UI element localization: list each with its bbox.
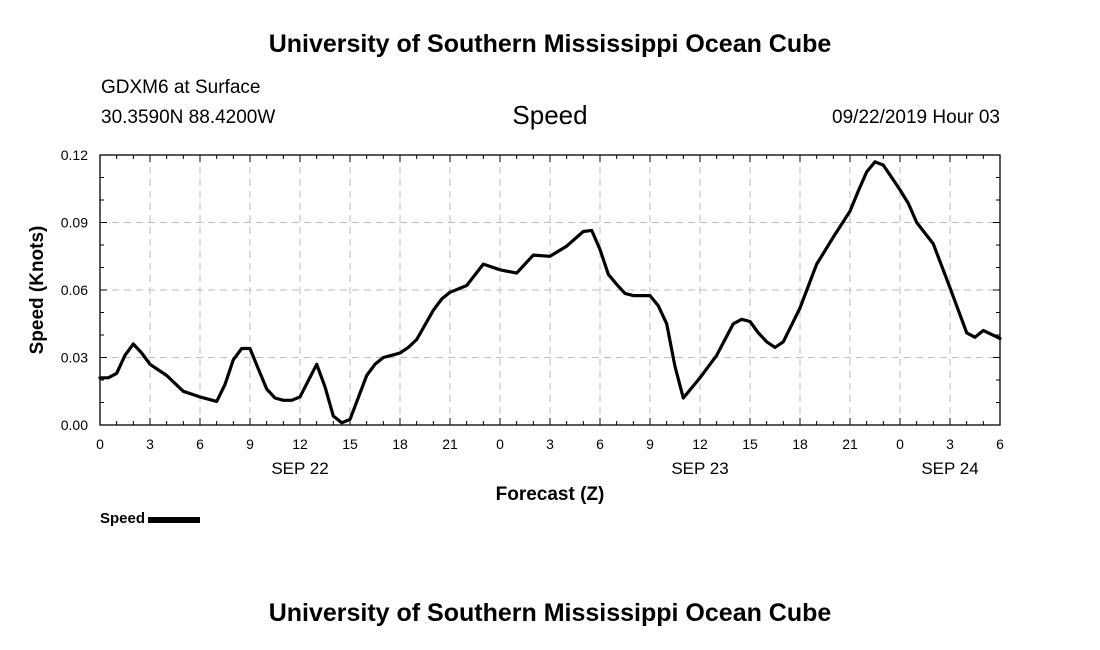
page-title: University of Southern Mississippi Ocean…	[268, 30, 832, 58]
date-label-1: SEP 23	[671, 459, 728, 478]
x-tick-label-18: 6	[996, 436, 1004, 452]
footer-title: University of Southern Mississippi Ocean…	[268, 599, 832, 627]
legend-line-swatch	[148, 517, 201, 523]
x-tick-label-3: 9	[246, 436, 254, 452]
forecast-datetime: 09/22/2019 Hour 03	[832, 107, 1000, 128]
x-tick-label-14: 18	[792, 436, 808, 452]
station-name: GDXM6 at Surface	[101, 77, 261, 98]
x-tick-label-12: 12	[692, 436, 708, 452]
tick-labels: 0 3 6 9 12 15 18 21 0 3 6 9 12 15 18 21 0 3 6 0.00 0.03 0.06 0…	[61, 147, 1004, 478]
x-tick-label-7: 21	[442, 436, 458, 452]
y-tick-label-3: 0.09	[61, 215, 88, 231]
y-tick-label-2: 0.06	[61, 282, 88, 298]
series-line-speed	[98, 160, 1002, 425]
x-tick-label-10: 6	[596, 436, 604, 452]
x-tick-label-13: 15	[742, 436, 758, 452]
x-tick-label-1: 3	[146, 436, 154, 452]
series-layer	[98, 160, 1002, 425]
station-coordinates: 30.3590N 88.4200W	[101, 107, 276, 128]
x-tick-label-2: 6	[196, 436, 204, 452]
chart-title: Speed	[512, 100, 588, 130]
y-tick-label-0: 0.00	[61, 417, 88, 433]
x-tick-label-9: 3	[546, 436, 554, 452]
y-axis-label: Speed (Knots)	[27, 226, 48, 355]
x-tick-label-11: 9	[646, 436, 654, 452]
x-tick-label-5: 15	[342, 436, 358, 452]
y-tick-label-4: 0.12	[61, 147, 88, 163]
date-label-2: SEP 24	[921, 459, 978, 478]
x-tick-label-16: 0	[896, 436, 904, 452]
date-label-0: SEP 22	[271, 459, 328, 478]
x-tick-label-6: 18	[392, 436, 408, 452]
x-tick-label-8: 0	[496, 436, 504, 452]
x-tick-label-17: 3	[946, 436, 954, 452]
x-axis-label: Forecast (Z)	[496, 484, 605, 505]
legend-label: Speed	[100, 510, 146, 527]
legend: Speed	[100, 510, 201, 527]
x-tick-label-15: 21	[842, 436, 858, 452]
tick-marks	[99, 154, 1001, 426]
y-tick-label-1: 0.03	[61, 350, 88, 366]
x-tick-label-0: 0	[96, 436, 104, 452]
grid-lines	[100, 155, 1000, 425]
x-tick-label-4: 12	[292, 436, 308, 452]
